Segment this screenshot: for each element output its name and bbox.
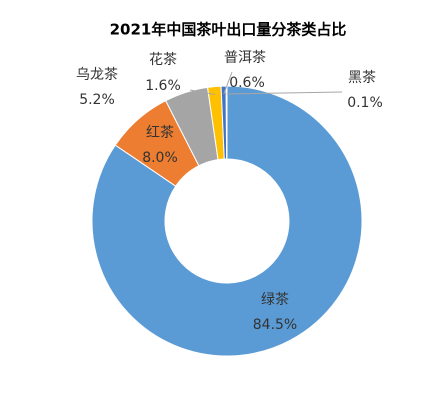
slice (91, 85, 363, 357)
slice-value: 0.6% (229, 75, 265, 91)
leader-line (189, 89, 216, 96)
slice-name: 花茶 (149, 52, 177, 68)
slice-value: 5.2% (79, 92, 115, 108)
leader-line (226, 91, 343, 95)
slice (225, 85, 228, 160)
slice-name: 绿茶 (261, 292, 289, 308)
slice-value: 8.0% (142, 150, 178, 166)
chart-title: 2021年中国茶叶出口量分茶类占比 (110, 21, 347, 39)
slice-value: 84.5% (253, 317, 297, 333)
slices (91, 85, 363, 357)
slice-name: 黑茶 (348, 70, 376, 86)
slice-name: 普洱茶 (224, 50, 266, 66)
slice-value: 1.6% (145, 78, 181, 94)
slice-name: 红茶 (146, 125, 174, 141)
slice-name: 乌龙茶 (76, 67, 118, 83)
leader-line (223, 71, 233, 95)
slice-value: 0.1% (347, 95, 383, 111)
labels: 绿茶 84.5% 红茶 8.0% 乌龙茶 5.2% 花茶 1.6% 普洱茶 0.6% 黑茶 0.1% (76, 50, 383, 333)
